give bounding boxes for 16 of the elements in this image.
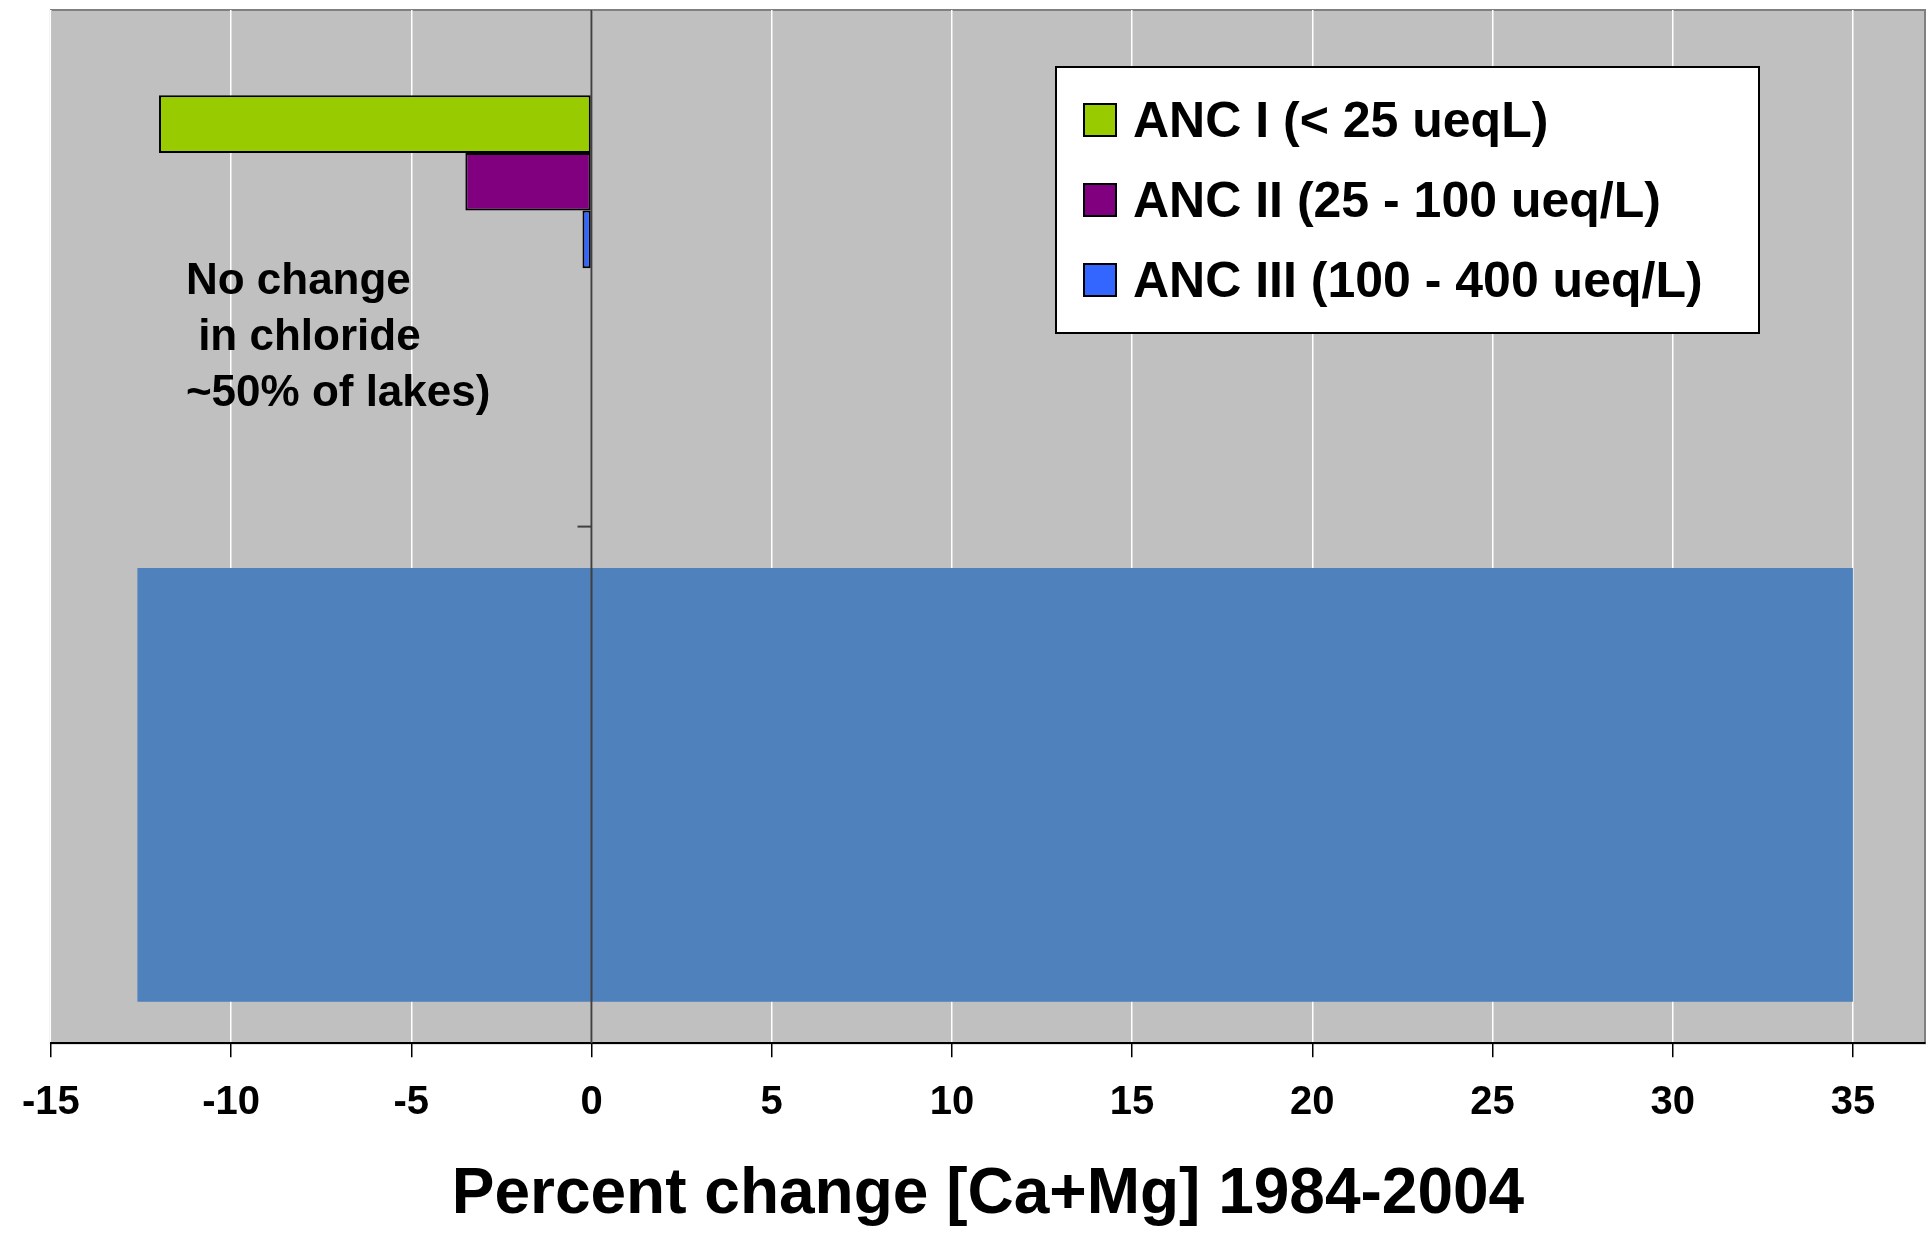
x-tick-label: 10	[929, 1078, 975, 1123]
x-tick-label: 35	[1830, 1078, 1876, 1123]
x-tick-label: 20	[1290, 1078, 1335, 1123]
x-tick-label: 15	[1109, 1078, 1155, 1123]
x-tick-label: 5	[760, 1078, 783, 1123]
x-tick-label: -10	[202, 1078, 261, 1123]
x-tick-label: -5	[393, 1078, 430, 1123]
x-tick-label: 0	[580, 1078, 603, 1123]
x-tick-label: 25	[1470, 1078, 1515, 1123]
legend-label: ANC I (< 25 ueqL)	[1133, 91, 1549, 149]
legend-label: ANC II (25 - 100 ueq/L)	[1133, 171, 1661, 229]
x-tick-label: 30	[1650, 1078, 1695, 1123]
legend-label: ANC III (100 - 400 ueq/L)	[1133, 251, 1703, 309]
annotation: No change in chloride ~50% of lakes)	[185, 254, 491, 416]
x-axis-title: Percent change [Ca+Mg] 1984-2004	[451, 1155, 1525, 1228]
x-tick-label: -15	[22, 1078, 80, 1123]
